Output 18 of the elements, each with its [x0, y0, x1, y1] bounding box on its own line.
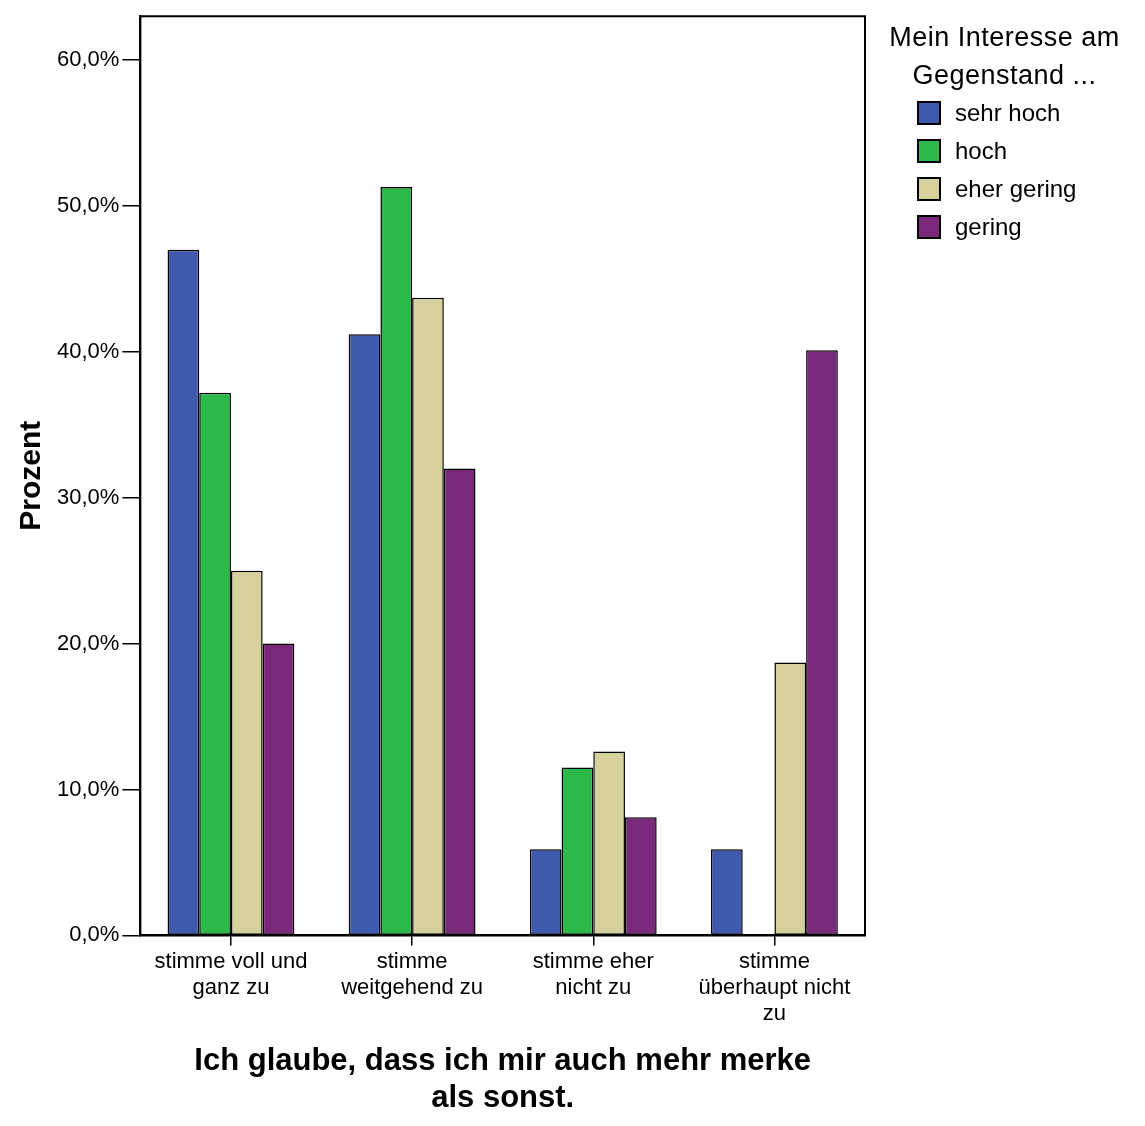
- legend-label: eher gering: [955, 175, 1077, 203]
- x-axis-title: Ich glaube, dass ich mir auch mehr merke als sonst.: [194, 1041, 812, 1114]
- y-axis-title: Prozent: [13, 420, 47, 531]
- x-tick-label: stimme überhaupt nicht zu: [698, 947, 851, 1026]
- y-tick-label: 40,0%: [56, 337, 120, 363]
- x-tick-label: stimme voll und ganz zu: [154, 947, 308, 1000]
- x-tick-label: stimme weitgehend zu: [340, 947, 484, 1000]
- y-tick-label: 0,0%: [69, 921, 120, 947]
- legend-label: sehr hoch: [955, 99, 1061, 127]
- y-tick-label: 60,0%: [56, 46, 120, 72]
- y-tick-label: 50,0%: [56, 191, 120, 217]
- legend-label: gering: [955, 213, 1022, 241]
- y-tick-label: 30,0%: [56, 483, 120, 509]
- legend-label: hoch: [955, 137, 1008, 165]
- y-tick-label: 20,0%: [56, 629, 120, 655]
- y-tick-label: 10,0%: [56, 775, 120, 801]
- x-tick-label: stimme eher nicht zu: [532, 947, 654, 1000]
- legend-title: Mein Interesse am Gegenstand ...: [888, 21, 1121, 92]
